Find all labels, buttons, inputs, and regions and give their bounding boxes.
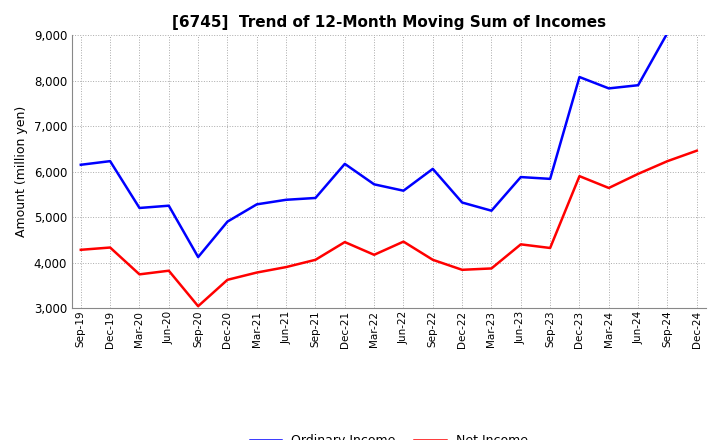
- Net Income: [458, 267, 467, 272]
- Net Income: [575, 173, 584, 179]
- Net Income: [253, 270, 261, 275]
- Ordinary Income: [663, 30, 672, 36]
- Ordinary Income: [399, 188, 408, 193]
- Ordinary Income: [311, 195, 320, 201]
- Ordinary Income: [194, 254, 202, 260]
- Net Income: [487, 266, 496, 271]
- Net Income: [399, 239, 408, 244]
- Ordinary Income: [253, 202, 261, 207]
- Ordinary Income: [341, 161, 349, 166]
- Net Income: [194, 304, 202, 309]
- Ordinary Income: [76, 162, 85, 167]
- Title: [6745]  Trend of 12-Month Moving Sum of Incomes: [6745] Trend of 12-Month Moving Sum of I…: [172, 15, 606, 30]
- Legend: Ordinary Income, Net Income: Ordinary Income, Net Income: [245, 429, 533, 440]
- Ordinary Income: [428, 166, 437, 172]
- Ordinary Income: [164, 203, 173, 209]
- Net Income: [76, 247, 85, 253]
- Net Income: [223, 277, 232, 282]
- Ordinary Income: [106, 158, 114, 164]
- Net Income: [693, 148, 701, 153]
- Net Income: [370, 252, 379, 257]
- Y-axis label: Amount (million yen): Amount (million yen): [15, 106, 28, 237]
- Net Income: [663, 158, 672, 164]
- Ordinary Income: [135, 205, 144, 211]
- Line: Net Income: Net Income: [81, 150, 697, 306]
- Net Income: [428, 257, 437, 262]
- Ordinary Income: [282, 197, 290, 202]
- Net Income: [516, 242, 525, 247]
- Net Income: [634, 171, 642, 176]
- Ordinary Income: [458, 200, 467, 205]
- Net Income: [546, 246, 554, 251]
- Ordinary Income: [546, 176, 554, 182]
- Ordinary Income: [223, 219, 232, 224]
- Net Income: [106, 245, 114, 250]
- Ordinary Income: [487, 208, 496, 213]
- Ordinary Income: [516, 174, 525, 180]
- Net Income: [164, 268, 173, 273]
- Net Income: [311, 257, 320, 262]
- Ordinary Income: [634, 83, 642, 88]
- Net Income: [282, 264, 290, 270]
- Net Income: [135, 272, 144, 277]
- Ordinary Income: [575, 74, 584, 80]
- Ordinary Income: [605, 86, 613, 91]
- Net Income: [341, 239, 349, 245]
- Ordinary Income: [370, 182, 379, 187]
- Line: Ordinary Income: Ordinary Income: [81, 33, 697, 257]
- Ordinary Income: [693, 30, 701, 36]
- Net Income: [605, 185, 613, 191]
